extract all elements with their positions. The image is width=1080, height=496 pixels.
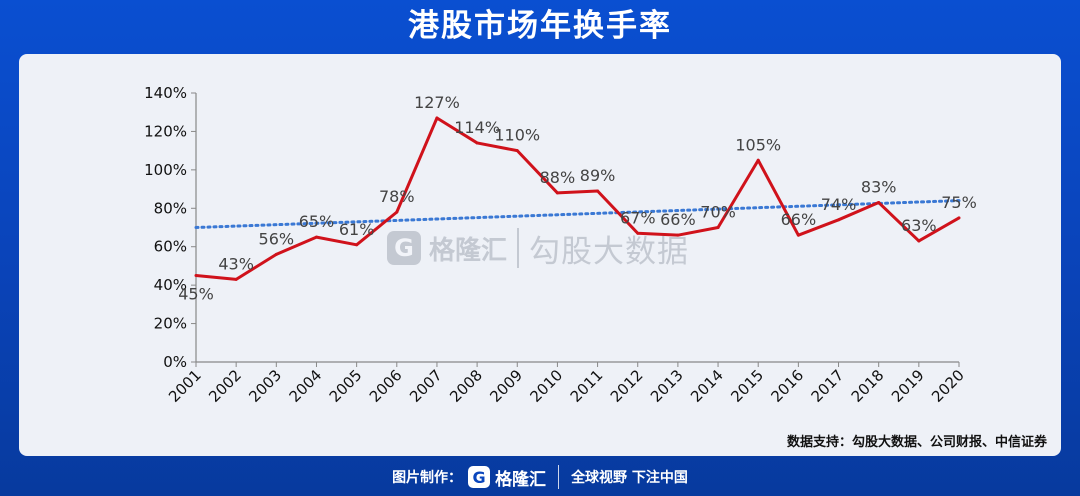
- x-tick-label: 2009: [486, 366, 526, 406]
- x-tick-label: 2007: [406, 366, 446, 406]
- footer-made-by: 图片制作：: [392, 470, 463, 486]
- x-tick-label: 2006: [366, 366, 406, 406]
- y-tick-label: 60%: [154, 238, 187, 256]
- data-point: [515, 149, 519, 153]
- x-tick-label: 2020: [928, 366, 968, 406]
- data-label: 89%: [580, 166, 616, 185]
- footer-divider: [558, 465, 560, 489]
- y-tick-label: 80%: [154, 199, 187, 217]
- data-point: [475, 141, 479, 145]
- x-tick-label: 2018: [848, 366, 888, 406]
- page-title: 港股市场年换手率: [408, 8, 672, 44]
- x-tick-label: 2011: [567, 366, 607, 406]
- x-tick-label: 2003: [245, 366, 285, 406]
- watermark-logo-icon: G: [387, 231, 421, 265]
- x-tick-label: 2010: [527, 366, 567, 406]
- x-tick-label: 2015: [727, 366, 767, 406]
- y-tick-label: 140%: [144, 84, 187, 102]
- data-label: 61%: [339, 220, 375, 239]
- data-label: 63%: [901, 216, 937, 235]
- data-point: [877, 201, 881, 205]
- x-tick-label: 2014: [687, 366, 727, 406]
- data-point: [435, 116, 439, 120]
- y-tick-label: 120%: [144, 122, 187, 140]
- footer-brand: 格隆汇: [495, 469, 547, 490]
- footer-logo-icon: G: [468, 466, 491, 488]
- watermark-divider: [517, 228, 520, 268]
- data-point: [555, 191, 559, 195]
- x-tick-label: 2017: [808, 366, 848, 406]
- x-tick-label: 2016: [767, 366, 807, 406]
- data-label: 127%: [414, 93, 460, 112]
- data-label: 45%: [178, 285, 214, 304]
- x-tick-label: 2004: [286, 366, 326, 406]
- data-label: 83%: [861, 178, 897, 197]
- chart-panel: 0% 20% 40% 60% 80% 100% 120% 140% 2001 2002 2003 20…: [19, 54, 1061, 456]
- data-label: 74%: [821, 195, 857, 214]
- watermark: G 格隆汇 勾股大数据: [387, 224, 727, 272]
- data-label: 66%: [781, 210, 817, 229]
- watermark-text: 勾股大数据: [529, 233, 690, 270]
- data-point: [636, 231, 640, 235]
- data-label: 75%: [941, 193, 977, 212]
- data-point: [676, 233, 680, 237]
- source-note: 数据支持：勾股大数据、公司财报、中信证券: [786, 435, 1047, 450]
- x-tick-label: 2002: [205, 366, 245, 406]
- data-label: 65%: [299, 212, 335, 231]
- data-label: 88%: [540, 168, 576, 187]
- data-label: 105%: [735, 135, 781, 154]
- data-point: [756, 158, 760, 162]
- data-point: [917, 239, 921, 243]
- data-point: [355, 243, 359, 247]
- line-chart: 0%20%40%60%80%100%120%140%2001 2002 2003 20…: [144, 84, 977, 406]
- data-label: 67%: [620, 208, 656, 227]
- y-tick-label: 100%: [144, 161, 187, 179]
- data-label: 78%: [379, 187, 415, 206]
- trendline: [194, 199, 961, 229]
- data-label: 43%: [218, 254, 254, 273]
- data-point: [796, 233, 800, 237]
- data-label: 70%: [700, 203, 736, 222]
- data-label: 56%: [259, 229, 295, 248]
- data-point: [716, 226, 720, 229]
- x-tick-label: 2013: [647, 366, 687, 406]
- data-point: [194, 274, 198, 278]
- x-tick-label: 2012: [607, 366, 647, 406]
- data-point: [957, 216, 961, 220]
- x-tick-label: 2019: [888, 366, 928, 406]
- data-point: [596, 189, 600, 193]
- data-label: 66%: [660, 210, 696, 229]
- y-tick-label: 40%: [154, 276, 187, 294]
- footer-slogan: 全球视野 下注中国: [571, 470, 688, 486]
- watermark-brand: 格隆汇: [429, 235, 508, 266]
- data-point: [234, 277, 238, 281]
- data-point: [395, 210, 399, 214]
- series-line-turnover: [195, 116, 960, 281]
- data-point: [274, 252, 278, 256]
- data-label: 110%: [494, 126, 540, 145]
- x-tick-label: 2005: [326, 366, 366, 406]
- y-tick-label: 20%: [154, 315, 187, 333]
- footer: 图片制作： G 格隆汇 全球视野 下注中国: [0, 458, 1080, 496]
- x-tick-label: 2001: [165, 366, 205, 406]
- x-tick-label: 2008: [446, 366, 486, 406]
- data-label: 114%: [454, 118, 500, 137]
- data-point: [837, 218, 841, 222]
- data-point: [314, 235, 318, 239]
- y-tick-label: 0%: [163, 353, 187, 371]
